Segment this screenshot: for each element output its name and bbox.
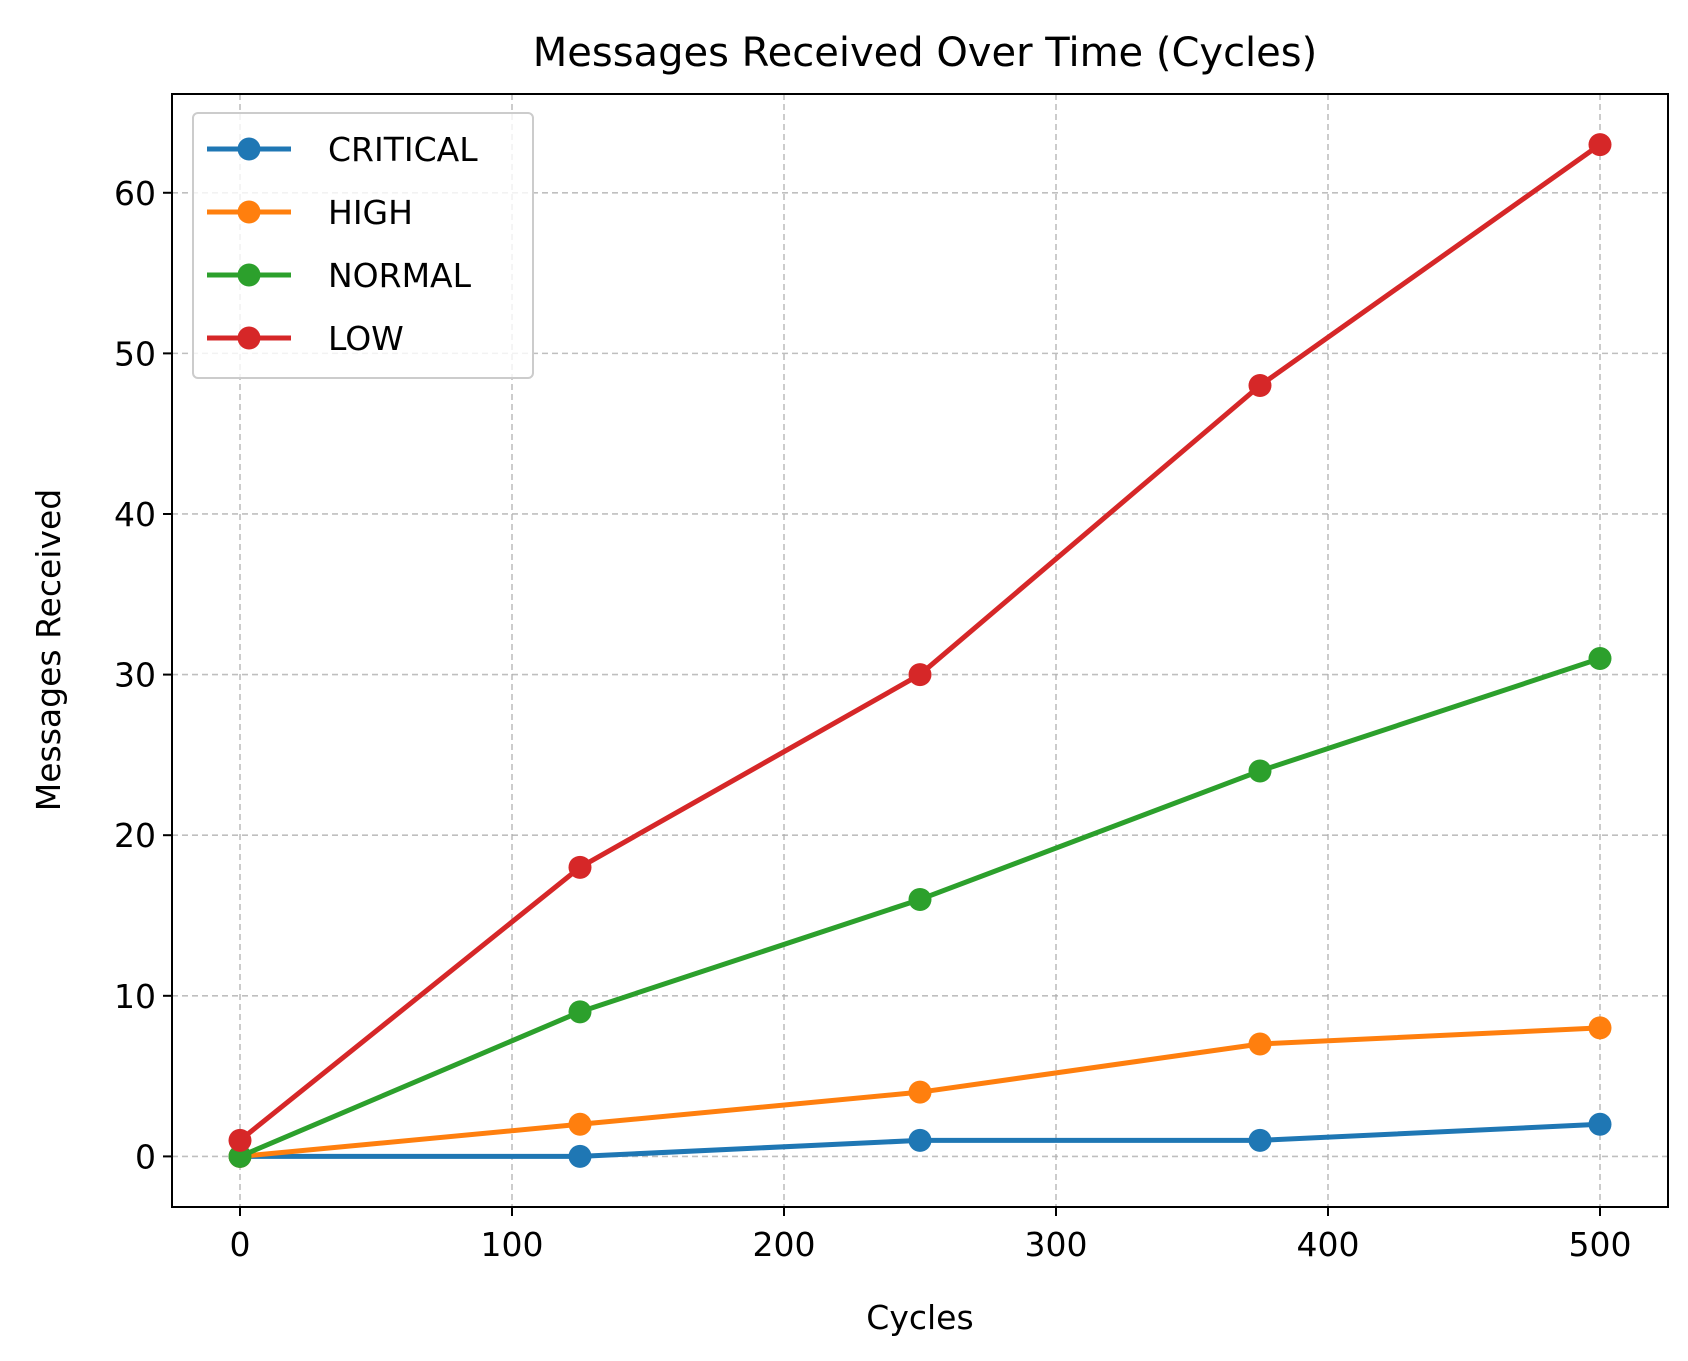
data-point-high [568,1112,592,1136]
data-point-critical [1248,1128,1272,1152]
legend-label-low: LOW [328,319,404,358]
legend: CRITICAL HIGH NORMAL LOW [192,112,534,379]
x-tick-label: 500 [1569,1225,1632,1264]
y-axis-label: Messages Received [29,489,68,811]
y-tick-label: 50 [114,334,156,373]
y-tick-label: 20 [114,816,156,855]
series-normal [228,647,1612,1168]
series-critical [228,1112,1612,1168]
data-point-low [568,855,592,879]
legend-frame [192,112,534,379]
data-point-normal [908,887,932,911]
x-axis-label: Cycles [866,1298,973,1337]
x-tick-label: 400 [1297,1225,1360,1264]
data-point-high [908,1080,932,1104]
series-low [228,133,1612,1152]
legend-item-low: LOW [207,319,404,358]
data-point-critical [908,1128,932,1152]
y-tick-label: 10 [114,977,156,1016]
data-point-low [1248,374,1272,397]
y-axis: 0 10 20 30 40 50 60 [114,174,172,1176]
legend-label-normal: NORMAL [328,256,472,295]
data-point-normal [568,1000,592,1024]
data-point-high [1248,1032,1272,1056]
x-axis: 0 100 200 300 400 500 [230,1207,1632,1264]
legend-marker-low [237,326,261,350]
data-point-critical [1588,1112,1612,1136]
x-tick-label: 300 [1025,1225,1088,1264]
plot-area-frame [171,93,1669,1208]
x-tick-label: 100 [481,1225,544,1264]
data-point-normal [1588,647,1612,671]
legend-label-critical: CRITICAL [328,130,478,169]
data-point-high [1588,1016,1612,1040]
legend-item-critical: CRITICAL [207,130,478,169]
legend-marker-high [237,200,261,224]
x-tick-label: 200 [753,1225,816,1264]
legend-item-high: HIGH [207,193,413,232]
legend-marker-critical [237,137,261,161]
y-tick-label: 40 [114,495,156,534]
y-tick-label: 60 [114,174,156,213]
data-point-low [1588,133,1612,157]
legend-marker-normal [237,263,261,287]
x-tick-label: 0 [230,1225,251,1264]
legend-item-normal: NORMAL [207,256,472,295]
data-point-normal [1248,759,1272,783]
data-point-low [228,1128,252,1152]
series-layer [228,133,1612,1168]
data-point-critical [568,1144,592,1168]
y-tick-label: 30 [114,656,156,695]
data-point-low [908,663,932,687]
chart-title: Messages Received Over Time (Cycles) [533,30,1317,76]
y-tick-label: 0 [135,1137,156,1176]
legend-label-high: HIGH [328,193,413,232]
data-point-normal [228,1144,252,1168]
